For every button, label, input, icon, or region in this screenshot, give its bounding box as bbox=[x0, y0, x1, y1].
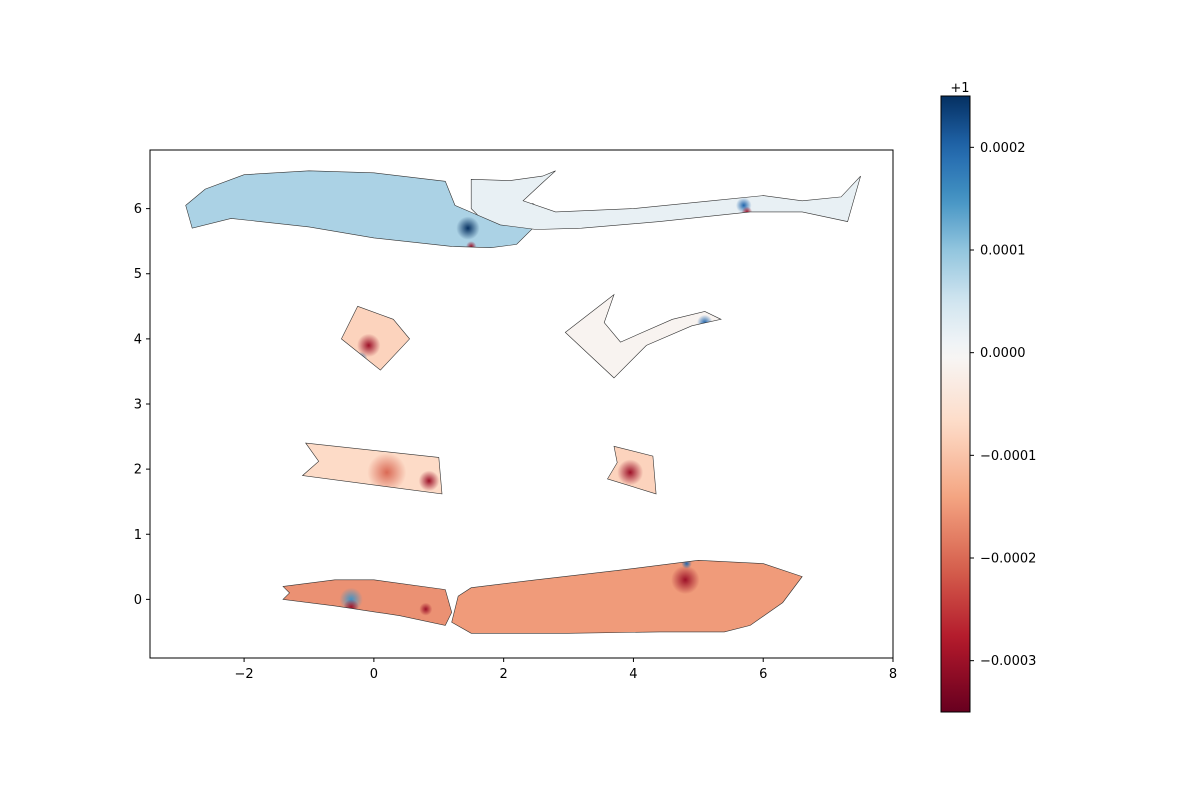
region-fill bbox=[471, 170, 861, 230]
y-tick-label: 0 bbox=[134, 593, 142, 608]
region-long-right-top bbox=[470, 170, 861, 230]
y-axis: 0 1 2 3 4 5 6 bbox=[134, 202, 150, 608]
region-bottom-left bbox=[282, 579, 453, 626]
region-outline bbox=[564, 293, 722, 379]
region-fill bbox=[185, 170, 543, 248]
hotspot bbox=[671, 565, 700, 595]
y-tick-label: 4 bbox=[134, 332, 142, 347]
region-outline bbox=[607, 445, 657, 495]
x-tick-label: 2 bbox=[500, 667, 508, 682]
colorbar-tick-label: 0.0000 bbox=[980, 346, 1026, 361]
region-bar-low-left bbox=[301, 442, 443, 495]
y-tick-label: 2 bbox=[134, 463, 142, 478]
x-tick-label: 4 bbox=[629, 667, 637, 682]
x-tick-label: −2 bbox=[235, 667, 254, 682]
hotspot bbox=[367, 452, 407, 492]
region-fill bbox=[451, 560, 803, 634]
hotspot bbox=[617, 459, 644, 486]
region-outline bbox=[282, 579, 453, 626]
y-tick-label: 5 bbox=[134, 267, 142, 282]
region-outline bbox=[341, 305, 410, 371]
region-small-mid-left bbox=[341, 305, 410, 371]
x-tick-label: 0 bbox=[370, 667, 378, 682]
y-tick-label: 6 bbox=[134, 202, 142, 217]
hotspot bbox=[456, 216, 480, 240]
hotspot bbox=[466, 241, 477, 248]
colorbar-gradient bbox=[940, 95, 971, 713]
hotspot bbox=[681, 560, 692, 569]
hotspot bbox=[418, 470, 440, 492]
x-tick-label: 8 bbox=[889, 667, 897, 682]
colorbar-tick-label: −0.0003 bbox=[980, 654, 1036, 669]
colorbar-tick-label: −0.0002 bbox=[980, 552, 1036, 567]
region-outline bbox=[301, 442, 443, 495]
plot-area bbox=[185, 170, 861, 634]
hotspot bbox=[343, 599, 359, 615]
x-tick-label: 6 bbox=[759, 667, 767, 682]
colorbar-tick-label: 0.0002 bbox=[980, 141, 1026, 156]
region-small-low-right bbox=[607, 445, 657, 495]
colorbar-offset-label: +1 bbox=[950, 81, 969, 96]
hotspot bbox=[419, 602, 433, 616]
hotspot bbox=[357, 333, 381, 358]
region-bottom-right bbox=[451, 559, 803, 634]
colorbar-tick-label: 0.0001 bbox=[980, 244, 1026, 259]
y-tick-label: 1 bbox=[134, 528, 142, 543]
x-axis: −2 0 2 4 6 8 bbox=[235, 658, 897, 682]
region-outline bbox=[470, 170, 861, 230]
y-tick-label: 3 bbox=[134, 398, 142, 413]
colorbar-tick-label: −0.0001 bbox=[980, 449, 1036, 464]
region-fill bbox=[283, 579, 452, 626]
region-outline bbox=[451, 559, 803, 634]
colorbar: 0.0002 0.0001 0.0000 −0.0001 −0.0002 −0.0003 +… bbox=[940, 81, 1036, 713]
hotspot bbox=[697, 314, 713, 331]
region-hook-mid-right bbox=[564, 293, 722, 379]
region-fill bbox=[565, 294, 721, 378]
